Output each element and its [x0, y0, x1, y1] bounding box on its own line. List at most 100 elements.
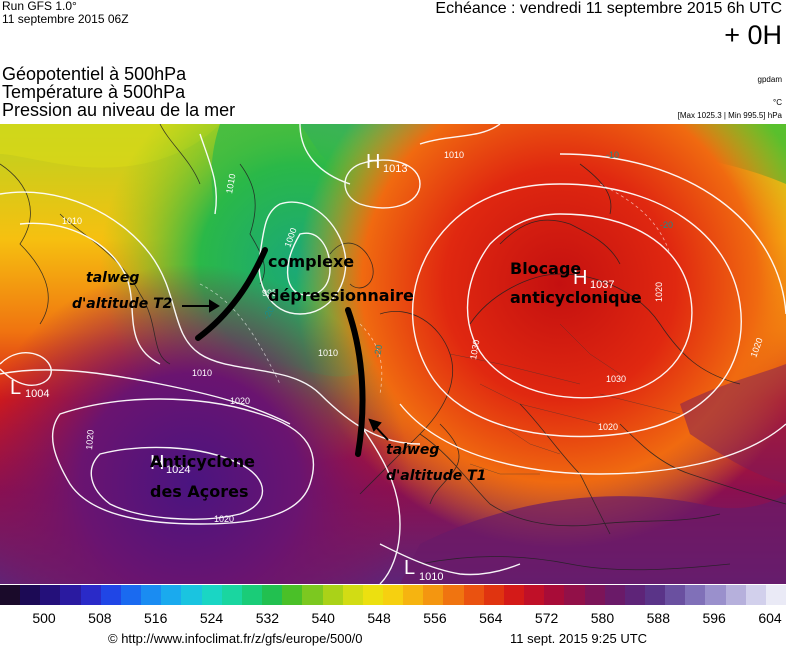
isobar-labels: 1010 1010 1000 995 1010 1010 1020 1020 1… [62, 150, 765, 524]
arrow-head-icon [209, 299, 220, 313]
color-scale-bar [0, 585, 786, 605]
isobar-label: 1010 [318, 348, 338, 358]
isobar-label: 995 [262, 288, 277, 298]
isobar-label: 1020 [654, 282, 664, 302]
scale-label: 500 [32, 610, 56, 626]
offset-label: + 0H [724, 20, 782, 50]
annotation-talweg-t1-altitude: d'altitude T1 [386, 468, 487, 484]
color-swatch [201, 585, 222, 605]
isobar-label: 1010 [192, 368, 212, 378]
isotherms [199, 183, 671, 395]
isobar-label: 1030 [606, 374, 626, 384]
color-swatch [624, 585, 645, 605]
isobar-label: 1010 [62, 216, 82, 226]
pressure-center-value: 1010 [419, 571, 443, 583]
title-temperature: Température à 500hPa [2, 82, 186, 102]
scale-label: 556 [423, 610, 447, 626]
annotation-complexe: complexe [268, 252, 355, 271]
color-scale-labels: 500 508 516 524 532 540 548 556 564 572 580 588 596 6… [0, 610, 786, 626]
pressure-center-l: L [10, 377, 21, 399]
color-swatch [100, 585, 121, 605]
color-swatch [362, 585, 383, 605]
generation-date: 11 sept. 2015 9:25 UTC [510, 631, 648, 646]
arrow-head-icon [368, 418, 382, 432]
color-swatch [725, 585, 746, 605]
color-swatch [745, 585, 766, 605]
scale-label: 596 [702, 610, 726, 626]
pressure-center-value: 1004 [25, 388, 49, 400]
pressure-center-h: H [573, 267, 587, 289]
color-swatch [342, 585, 363, 605]
scale-label: 580 [590, 610, 615, 626]
scale-label: 604 [758, 610, 782, 626]
temperature-labels: -20 -20 -20 -10 [261, 150, 673, 358]
weather-map-svg: H 1013 H 1037 L 1004 H 1024 L 1010 1010 … [0, 124, 786, 584]
trough-axis-t2 [195, 247, 268, 341]
run-label: Run GFS 1.0° [2, 0, 77, 13]
color-swatch [665, 585, 686, 605]
isobar-label: 1020 [598, 422, 618, 432]
color-swatch [80, 585, 101, 605]
color-swatch [0, 585, 21, 605]
temperature-label: -20 [372, 344, 384, 359]
annotation-arrows [182, 299, 389, 441]
pressure-center-h: H [150, 452, 164, 474]
pressure-range: [Max 1025.3 | Min 995.5] hPa [677, 111, 782, 120]
unit-gpdam: gpdam [757, 75, 782, 84]
coastlines [0, 124, 786, 571]
scale-label: 524 [199, 610, 224, 626]
color-swatch [181, 585, 202, 605]
scale-label: 508 [88, 610, 112, 626]
color-swatch [40, 585, 61, 605]
scale-label: 564 [479, 610, 503, 626]
color-swatch [403, 585, 424, 605]
color-swatch [302, 585, 323, 605]
scale-label: 540 [311, 610, 335, 626]
color-swatch [524, 585, 545, 605]
scale-label: 572 [534, 610, 559, 626]
source-credit: © http://www.infoclimat.fr/z/gfs/europe/… [108, 631, 363, 646]
scale-label: 516 [144, 610, 168, 626]
color-swatch [141, 585, 162, 605]
isobar-label: 1010 [224, 173, 237, 194]
echeance-label: Echéance : vendredi 11 septembre 2015 6h… [435, 0, 782, 17]
color-swatch [564, 585, 585, 605]
title-geopotential: Géopotentiel à 500hPa [2, 64, 187, 84]
color-swatch [120, 585, 142, 605]
color-swatch [423, 585, 444, 605]
country-borders [449, 323, 681, 475]
isobar-label: 1020 [230, 396, 250, 406]
color-swatch [282, 585, 303, 605]
color-swatch [262, 585, 283, 605]
annotation-talweg-t2-altitude: d'altitude T2 [72, 296, 173, 312]
weather-map: H 1013 H 1037 L 1004 H 1024 L 1010 1010 … [0, 124, 786, 584]
annotation-talweg-t1: talweg [386, 442, 440, 458]
run-date: 11 septembre 2015 06Z [2, 12, 129, 26]
annotation-talweg-t2: talweg [86, 270, 140, 286]
color-swatch [604, 585, 625, 605]
isobar-label: 1030 [468, 339, 481, 360]
pressure-center-l: L [404, 557, 415, 579]
color-swatch [443, 585, 464, 605]
color-swatch [705, 585, 726, 605]
color-swatch [463, 585, 484, 605]
trough-axis-t1 [345, 307, 366, 457]
color-swatch [685, 585, 706, 605]
annotation-depressionnaire: dépressionnaire [268, 286, 414, 305]
annotation-acores: des Açores [150, 482, 249, 501]
pressure-center-h: H [366, 151, 380, 173]
temperature-label: -20 [660, 220, 673, 230]
temperature-label: -10 [606, 150, 619, 160]
color-swatch [645, 585, 666, 605]
isobar-label: 1020 [214, 514, 234, 524]
isobar-label: 1020 [84, 429, 96, 450]
scale-label: 548 [367, 610, 391, 626]
color-swatch [382, 585, 404, 605]
scale-label: 532 [255, 610, 280, 626]
color-swatch [221, 585, 242, 605]
annotation-blocage: Blocage [510, 259, 582, 278]
color-swatch [765, 585, 786, 605]
isobars [0, 124, 786, 584]
pressure-center-value: 1024 [166, 464, 190, 476]
color-swatch [20, 585, 41, 605]
